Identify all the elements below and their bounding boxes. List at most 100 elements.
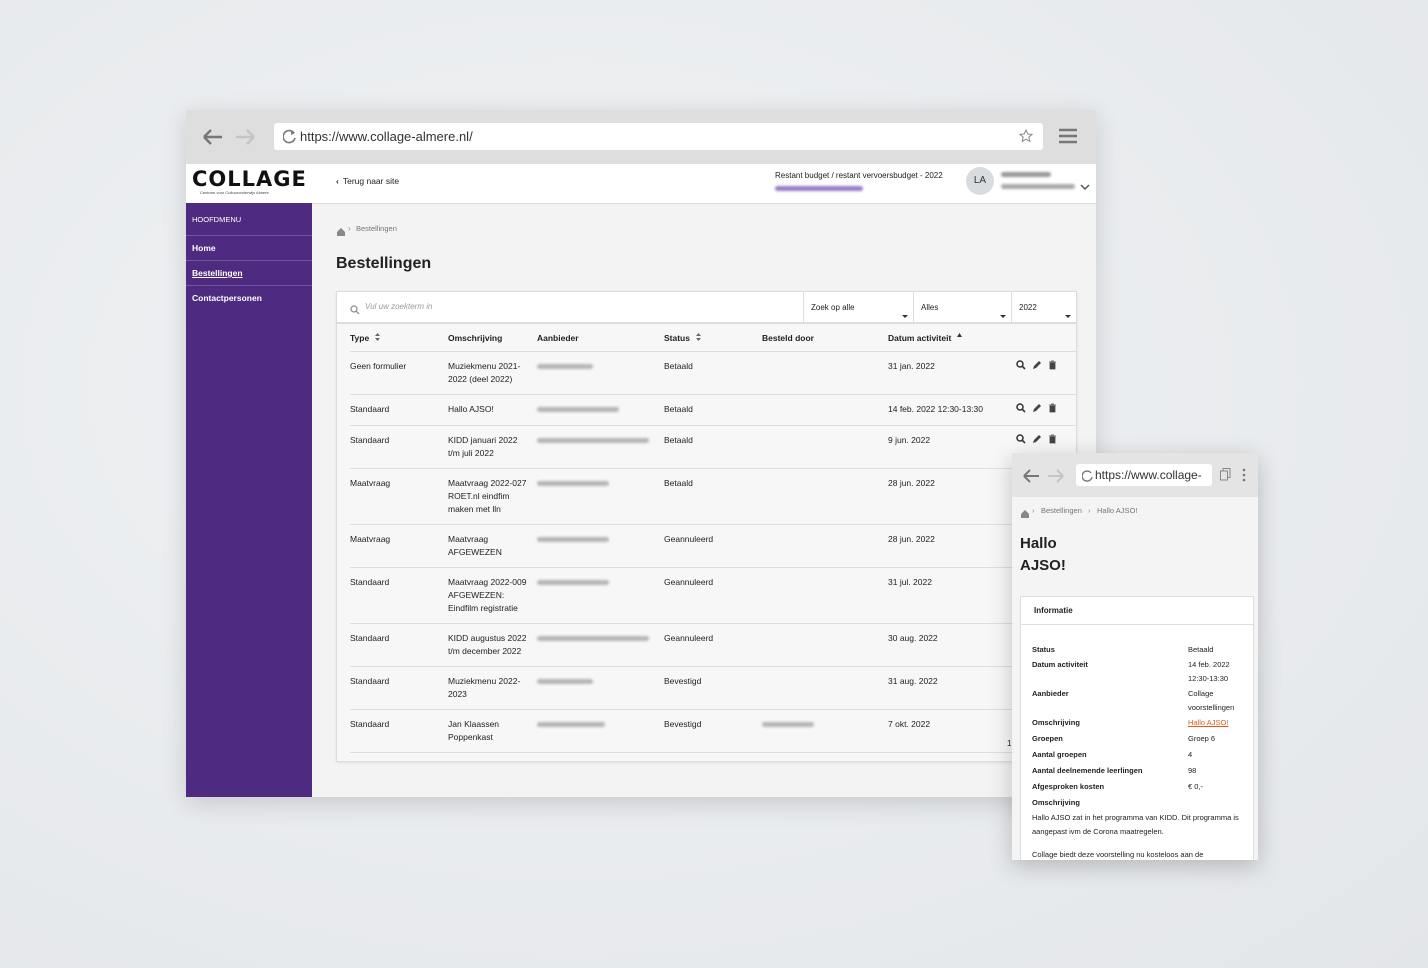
cell-besteld-door <box>762 624 888 667</box>
kebab-icon[interactable] <box>1242 468 1246 487</box>
field-label: Aantal groepen <box>1032 750 1087 759</box>
sidebar-item[interactable]: Home <box>192 243 216 253</box>
cell-datum: 28 jun. 2022 <box>888 478 935 489</box>
cell-aanbieder-blurred <box>537 352 664 395</box>
user-menu-chevron[interactable] <box>1080 178 1090 196</box>
view-icon[interactable] <box>1016 403 1026 417</box>
cell-datum: 9 jun. 2022 <box>888 435 931 446</box>
cell-datum: 31 aug. 2022 <box>888 676 938 687</box>
description-label: Omschrijving <box>1032 798 1080 807</box>
mobile-forward-arrow[interactable] <box>1047 469 1065 488</box>
edit-icon-svg <box>1033 361 1041 370</box>
view-icon[interactable] <box>1016 434 1026 448</box>
breadcrumb-item[interactable]: Bestellingen <box>356 224 397 233</box>
orders-table-card: Vul uw zoekterm in Zoek op alle Alles 2022 T… <box>336 291 1077 762</box>
actions-header <box>1016 324 1076 352</box>
desktop-window: https://www.collage-almere.nl/COLLAGE Cen… <box>186 110 1096 797</box>
avatar[interactable]: LA <box>966 167 994 195</box>
column-header[interactable]: Type <box>350 324 448 352</box>
delete-icon[interactable] <box>1048 360 1057 374</box>
field-value: Groep 6 <box>1188 734 1216 743</box>
table-row: Standaard Jan Klaassen Poppenkast Bevestig… <box>350 710 1076 753</box>
column-header[interactable]: Omschrijving <box>448 324 537 352</box>
cell-besteld-door <box>762 667 888 710</box>
back-arrow[interactable] <box>202 128 224 151</box>
table-row: Standaard Hallo AJSO! Betaald 14 feb. 2022 … <box>350 395 1076 426</box>
star-icon-svg <box>1018 128 1034 143</box>
cell-actions <box>1016 352 1076 395</box>
search-input[interactable]: Vul uw zoekterm in <box>365 302 433 311</box>
select-text: Zoek op alle <box>811 303 855 312</box>
filter-select[interactable]: 2022 <box>1011 292 1077 322</box>
forward-arrow-svg <box>236 129 255 145</box>
cell-aanbieder-blurred <box>537 395 664 426</box>
star-icon[interactable] <box>1018 128 1034 148</box>
sidebar-item[interactable]: Contactpersonen <box>192 293 262 303</box>
blurred-text <box>537 364 593 370</box>
reload-icon <box>1081 469 1094 486</box>
cell-aanbieder-blurred <box>537 710 664 753</box>
delete-icon[interactable] <box>1048 434 1057 448</box>
field-label: Afgesproken kosten <box>1032 782 1105 791</box>
select-text: 2022 <box>1019 303 1037 312</box>
cell-omschrijving: KIDD augustus 2022 t/m december 2022 <box>448 633 527 657</box>
view-icon-svg <box>1016 403 1026 413</box>
cell-besteld-door <box>762 525 888 568</box>
sidebar-divider <box>186 285 312 286</box>
column-header[interactable]: Besteld door <box>762 324 888 352</box>
mobile-home-icon-svg <box>1021 510 1029 518</box>
sidebar-divider <box>186 260 312 261</box>
cell-status: Betaald <box>664 435 693 446</box>
cell-actions <box>1016 395 1076 426</box>
back-arrow-svg <box>203 129 222 145</box>
edit-icon[interactable] <box>1032 403 1042 417</box>
select-caret-svg <box>902 315 908 318</box>
cell-omschrijving: Maatvraag AFGEWEZEN <box>448 534 502 558</box>
menu-icon[interactable] <box>1059 128 1077 149</box>
field-value[interactable]: Hallo AJSO! <box>1188 718 1229 727</box>
cell-besteld-door <box>762 710 888 753</box>
pagination[interactable]: 1 <box>1007 739 1012 748</box>
home-icon[interactable] <box>336 224 346 242</box>
edit-icon[interactable] <box>1032 434 1042 448</box>
edit-icon[interactable] <box>1032 360 1042 374</box>
tabs-icon[interactable] <box>1220 468 1231 486</box>
breadcrumb-sep: › <box>348 224 351 233</box>
user-school-blurred <box>1001 184 1075 189</box>
cell-status: Betaald <box>664 361 693 372</box>
sort-icon-svg <box>695 333 701 342</box>
mobile-breadcrumb-item[interactable]: Hallo AJSO! <box>1097 506 1138 515</box>
cell-type: Standaard <box>350 676 390 687</box>
filter-select[interactable]: Zoek op alle <box>803 292 914 322</box>
mobile-breadcrumb-item[interactable]: Bestellingen <box>1041 506 1082 515</box>
blurred-text <box>537 679 593 685</box>
url-bar[interactable]: https://www.collage-almere.nl/ <box>274 123 1043 150</box>
mobile-back-arrow[interactable] <box>1022 469 1040 488</box>
table-row: Geen formulier Muziekmenu 2021-2022 (deel… <box>350 352 1076 395</box>
forward-arrow[interactable] <box>234 128 256 151</box>
select-caret-svg <box>1065 315 1071 318</box>
filter-select[interactable]: Alles <box>913 292 1012 322</box>
view-icon[interactable] <box>1016 360 1026 374</box>
cell-datum: 31 jul. 2022 <box>888 577 932 588</box>
delete-icon[interactable] <box>1048 403 1057 417</box>
column-header[interactable]: Datum activiteit <box>888 324 1016 352</box>
cell-datum: 28 jun. 2022 <box>888 534 935 545</box>
url-text: https://www.collage-almere.nl/ <box>300 129 473 144</box>
cell-status: Geannuleerd <box>664 633 714 644</box>
column-header[interactable]: Aanbieder <box>537 324 664 352</box>
sidebar-item[interactable]: Bestellingen <box>192 268 243 278</box>
cell-besteld-door <box>762 469 888 525</box>
mobile-home-icon[interactable] <box>1020 506 1030 524</box>
blurred-text <box>537 636 649 642</box>
cell-omschrijving: Maatvraag 2022-027 ROET.nl eindfim maken… <box>448 478 527 515</box>
cell-type: Maatvraag <box>350 478 391 489</box>
sort-icon <box>957 332 963 345</box>
edit-icon-svg <box>1033 435 1041 444</box>
column-header[interactable]: Status <box>664 324 762 352</box>
blurred-text <box>537 722 605 728</box>
column-header-text: Datum activiteit <box>888 333 952 343</box>
mobile-url-bar[interactable]: https://www.collage- <box>1076 464 1212 486</box>
back-link[interactable]: ‹ Terug naar site <box>336 176 399 186</box>
user-menu-chevron-svg <box>1080 184 1090 191</box>
